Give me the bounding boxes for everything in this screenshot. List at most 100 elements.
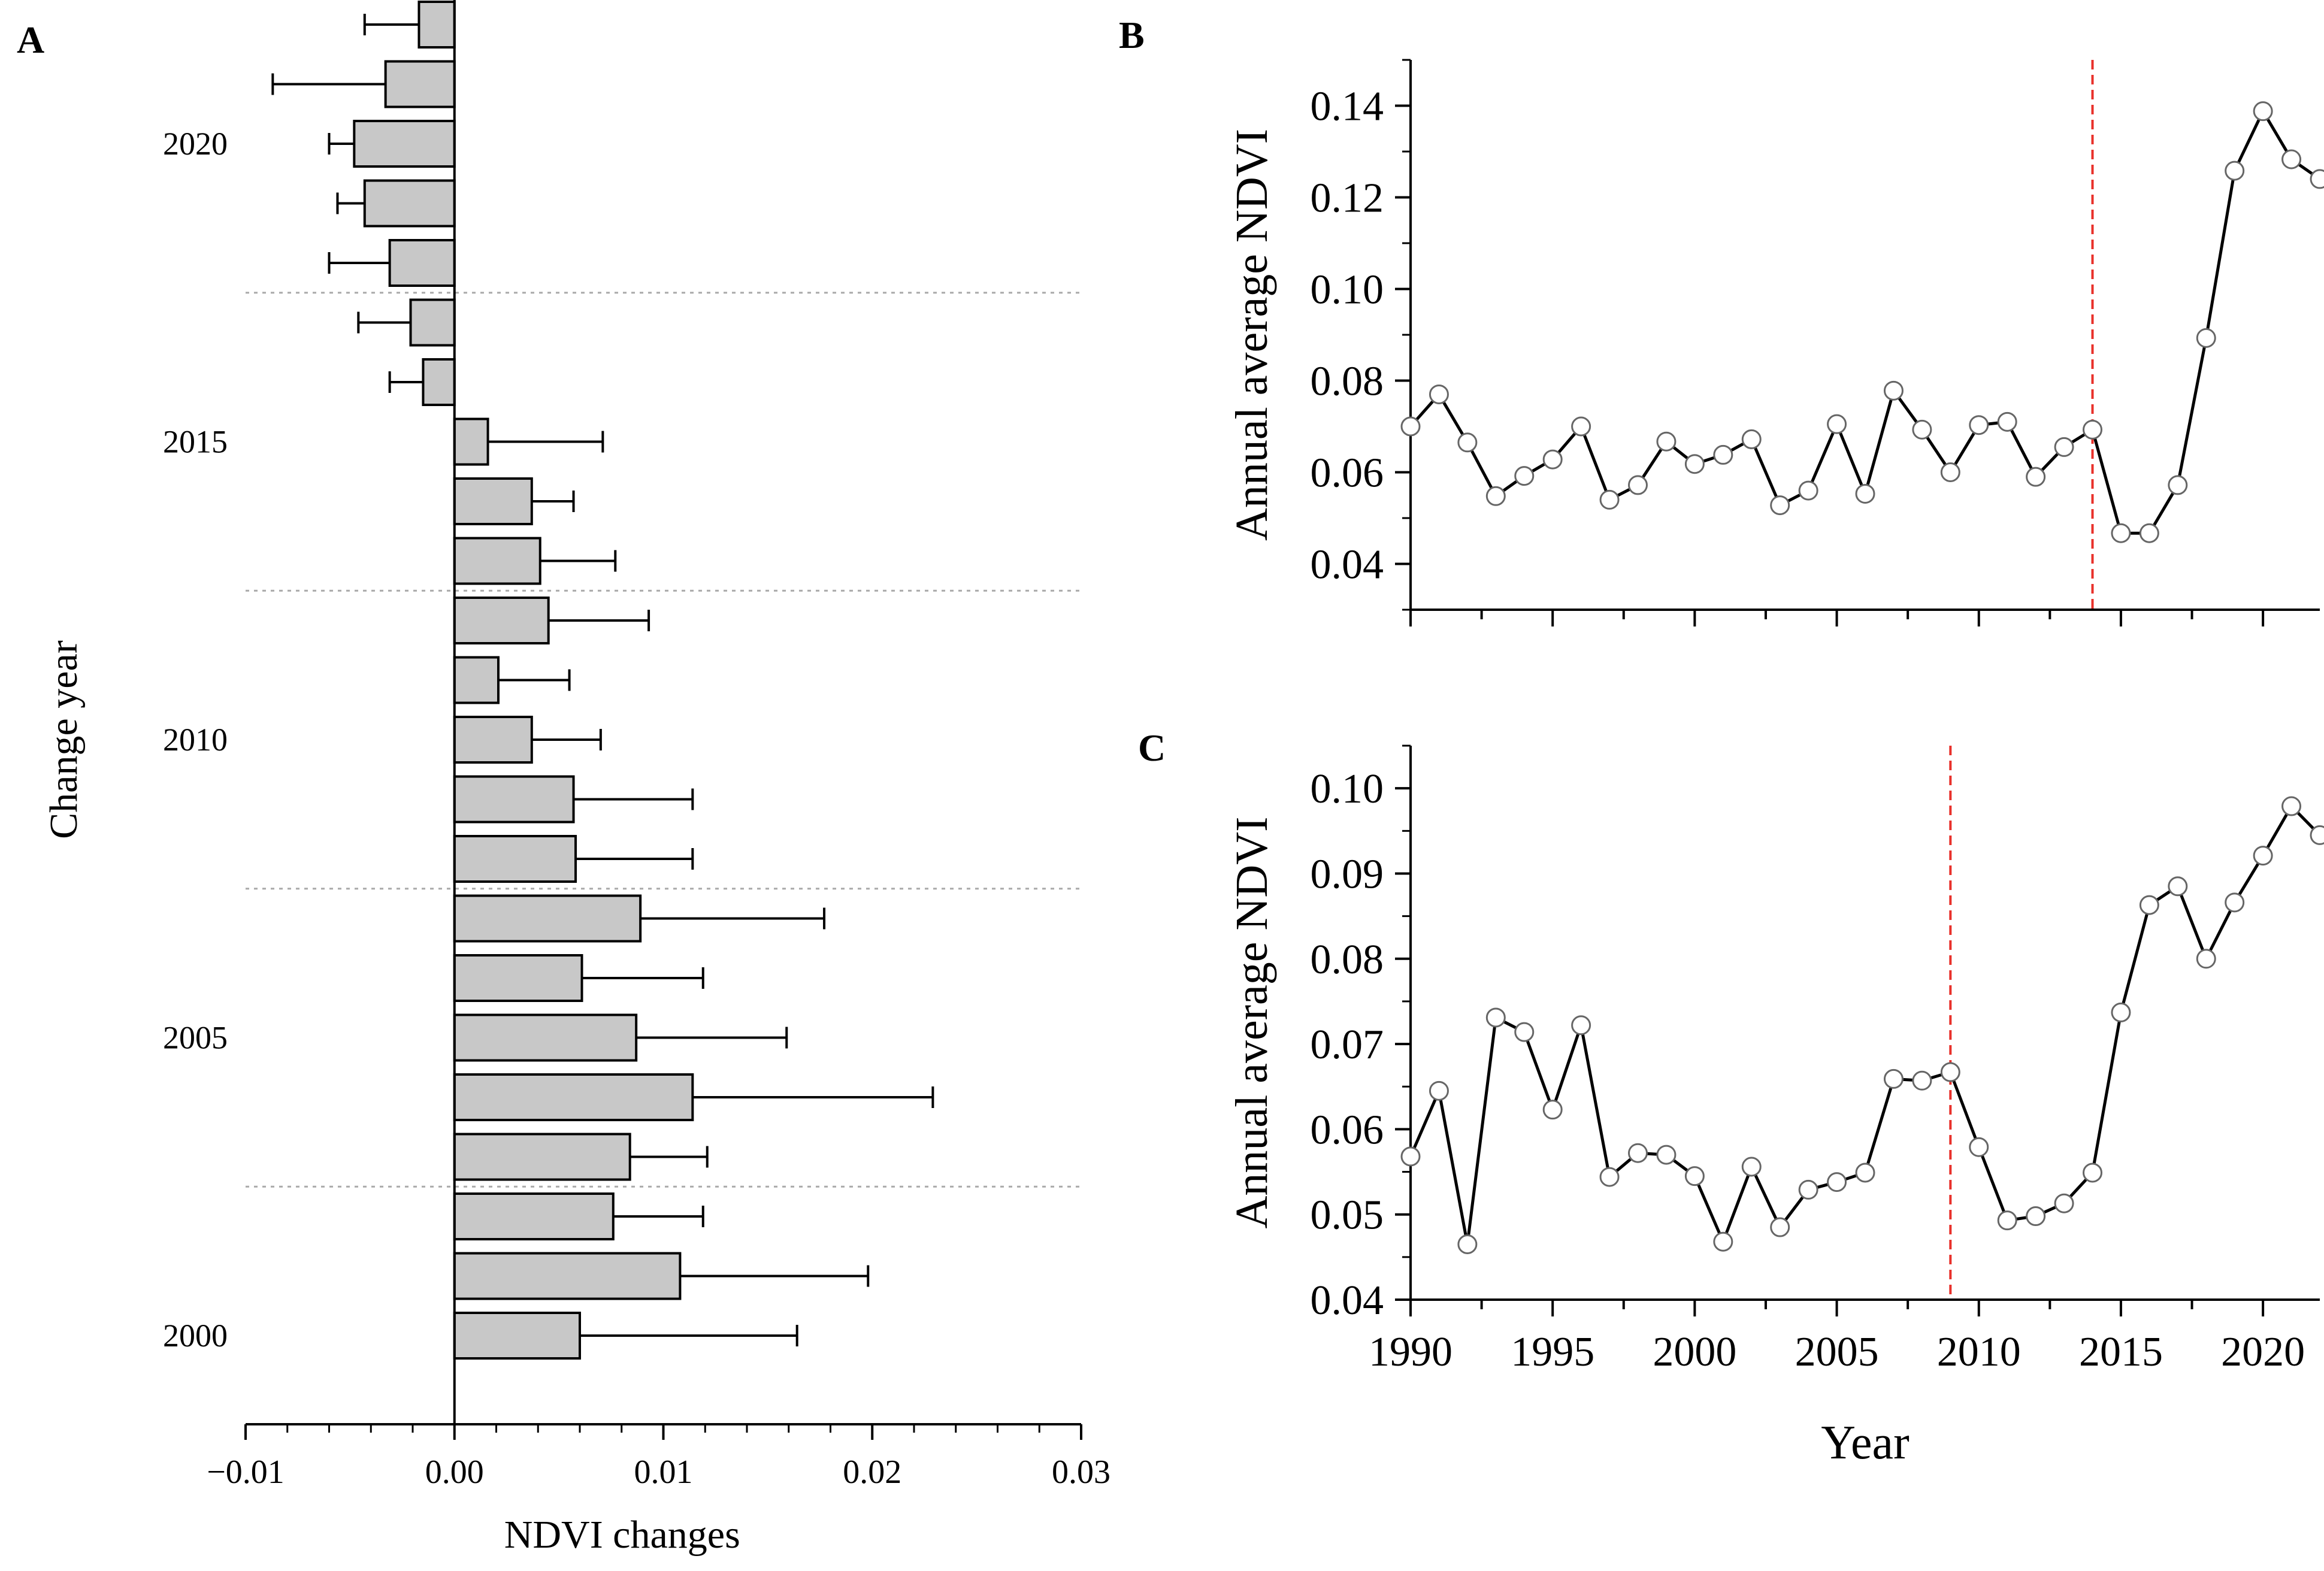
x-tick-label: 2015 <box>2079 1329 2163 1375</box>
data-point <box>2253 846 2273 866</box>
data-point <box>1770 495 1790 516</box>
bar <box>453 1073 694 1121</box>
data-point <box>1542 1100 1563 1120</box>
y-tick-label: 0.06 <box>1311 450 1384 497</box>
bar <box>363 179 456 228</box>
x-tick-label: 1990 <box>1369 1329 1452 1375</box>
data-point <box>1514 466 1535 486</box>
bar <box>353 120 456 168</box>
data-point <box>1855 1163 1875 1183</box>
data-point <box>1741 1157 1762 1177</box>
data-point <box>1940 462 1960 482</box>
data-point <box>2139 895 2159 915</box>
data-point <box>2196 328 2216 348</box>
panel-label-c: C <box>1138 727 1166 769</box>
bar <box>453 1192 615 1240</box>
data-point <box>2083 1163 2102 1183</box>
data-point <box>2026 467 2046 487</box>
y-tick-label: 0.05 <box>1311 1192 1384 1239</box>
data-point <box>1997 411 2017 432</box>
y-tick-label: 0.09 <box>1311 851 1384 897</box>
y-tick-label: 2000 <box>163 1318 228 1354</box>
bar <box>453 894 642 943</box>
panel-a-bar-chart: −0.01 0.00 0.01 0.02 0.03 2020 2015 2010 2005 200… <box>42 0 1110 1557</box>
data-point <box>1912 1070 1932 1091</box>
data-point <box>2310 825 2324 845</box>
x-tick-label: 0.02 <box>843 1454 901 1491</box>
bar <box>453 954 583 1002</box>
bar <box>453 537 541 585</box>
data-point <box>1400 416 1421 437</box>
y-tick-label: 2015 <box>163 424 228 460</box>
bar <box>422 358 456 406</box>
data-point <box>1628 475 1648 495</box>
data-point <box>2253 101 2273 122</box>
bar <box>384 60 456 108</box>
data-point <box>2225 161 2245 181</box>
y-tick-label: 0.06 <box>1311 1107 1384 1153</box>
y-tick-label: 0.10 <box>1311 766 1384 812</box>
x-tick-label: 1995 <box>1511 1329 1594 1375</box>
bar <box>417 1 456 49</box>
x-tick-label: −0.01 <box>207 1454 285 1491</box>
bar <box>409 298 456 347</box>
data-point <box>1400 1146 1421 1167</box>
data-point <box>1656 431 1677 452</box>
data-point <box>2054 437 2074 457</box>
data-point <box>1741 429 1762 449</box>
x-tick-label: 2000 <box>1653 1329 1736 1375</box>
y-axis-label: Annual average NDVI <box>1227 817 1277 1229</box>
data-point <box>1827 1172 1847 1192</box>
x-tick-label: 0.00 <box>425 1454 484 1491</box>
data-point <box>2083 419 2102 440</box>
data-point <box>2111 1002 2131 1022</box>
data-point <box>1997 1210 2017 1231</box>
y-tick-label: 0.07 <box>1311 1022 1384 1068</box>
y-tick-label: 0.10 <box>1311 267 1384 313</box>
data-point <box>1770 1217 1790 1237</box>
panel-label-b: B <box>1119 14 1145 56</box>
bar <box>453 656 500 704</box>
data-point <box>2139 523 2159 543</box>
data-point <box>2054 1193 2074 1213</box>
data-point <box>1457 432 1478 453</box>
x-tick-label: 0.01 <box>634 1454 693 1491</box>
y-axis-label: Change year <box>42 640 86 839</box>
bar <box>453 417 489 466</box>
x-tick-label: 2020 <box>2221 1329 2305 1375</box>
data-point <box>2111 523 2131 543</box>
data-point <box>1542 449 1563 470</box>
data-point <box>2196 949 2216 969</box>
bar <box>388 239 456 287</box>
panel-c-line-chart: 0.04 0.05 0.06 0.07 0.08 0.09 0.10 1990 1995 2000… <box>1227 744 2324 1469</box>
y-tick-label: 2005 <box>163 1020 228 1056</box>
data-point <box>2225 892 2245 913</box>
bar <box>453 716 533 764</box>
bar <box>453 1252 682 1300</box>
data-point <box>1429 1080 1449 1101</box>
series-line <box>1409 108 2321 535</box>
data-point <box>1969 415 1989 435</box>
bar <box>453 597 550 644</box>
y-axis-label: Annual average NDVI <box>1227 129 1277 541</box>
data-point <box>1599 1167 1620 1187</box>
x-axis-label: NDVI changes <box>504 1513 740 1557</box>
bar <box>453 1133 631 1181</box>
data-point <box>1429 384 1449 404</box>
y-tick-label: 0.08 <box>1311 359 1384 405</box>
data-point <box>1940 1062 1960 1082</box>
data-point <box>1798 1179 1818 1200</box>
data-point <box>1713 1231 1733 1252</box>
data-point <box>1571 1015 1591 1036</box>
data-point <box>1713 444 1733 465</box>
data-point <box>2281 796 2302 816</box>
bar <box>453 775 575 824</box>
x-axis-label: Year <box>1821 1416 1909 1469</box>
y-tick-label: 0.04 <box>1311 542 1384 588</box>
panel-label-a: A <box>17 19 44 61</box>
data-point <box>2281 149 2302 169</box>
data-point <box>1457 1234 1478 1254</box>
data-point <box>1827 414 1847 434</box>
y-tick-label: 0.08 <box>1311 937 1384 983</box>
